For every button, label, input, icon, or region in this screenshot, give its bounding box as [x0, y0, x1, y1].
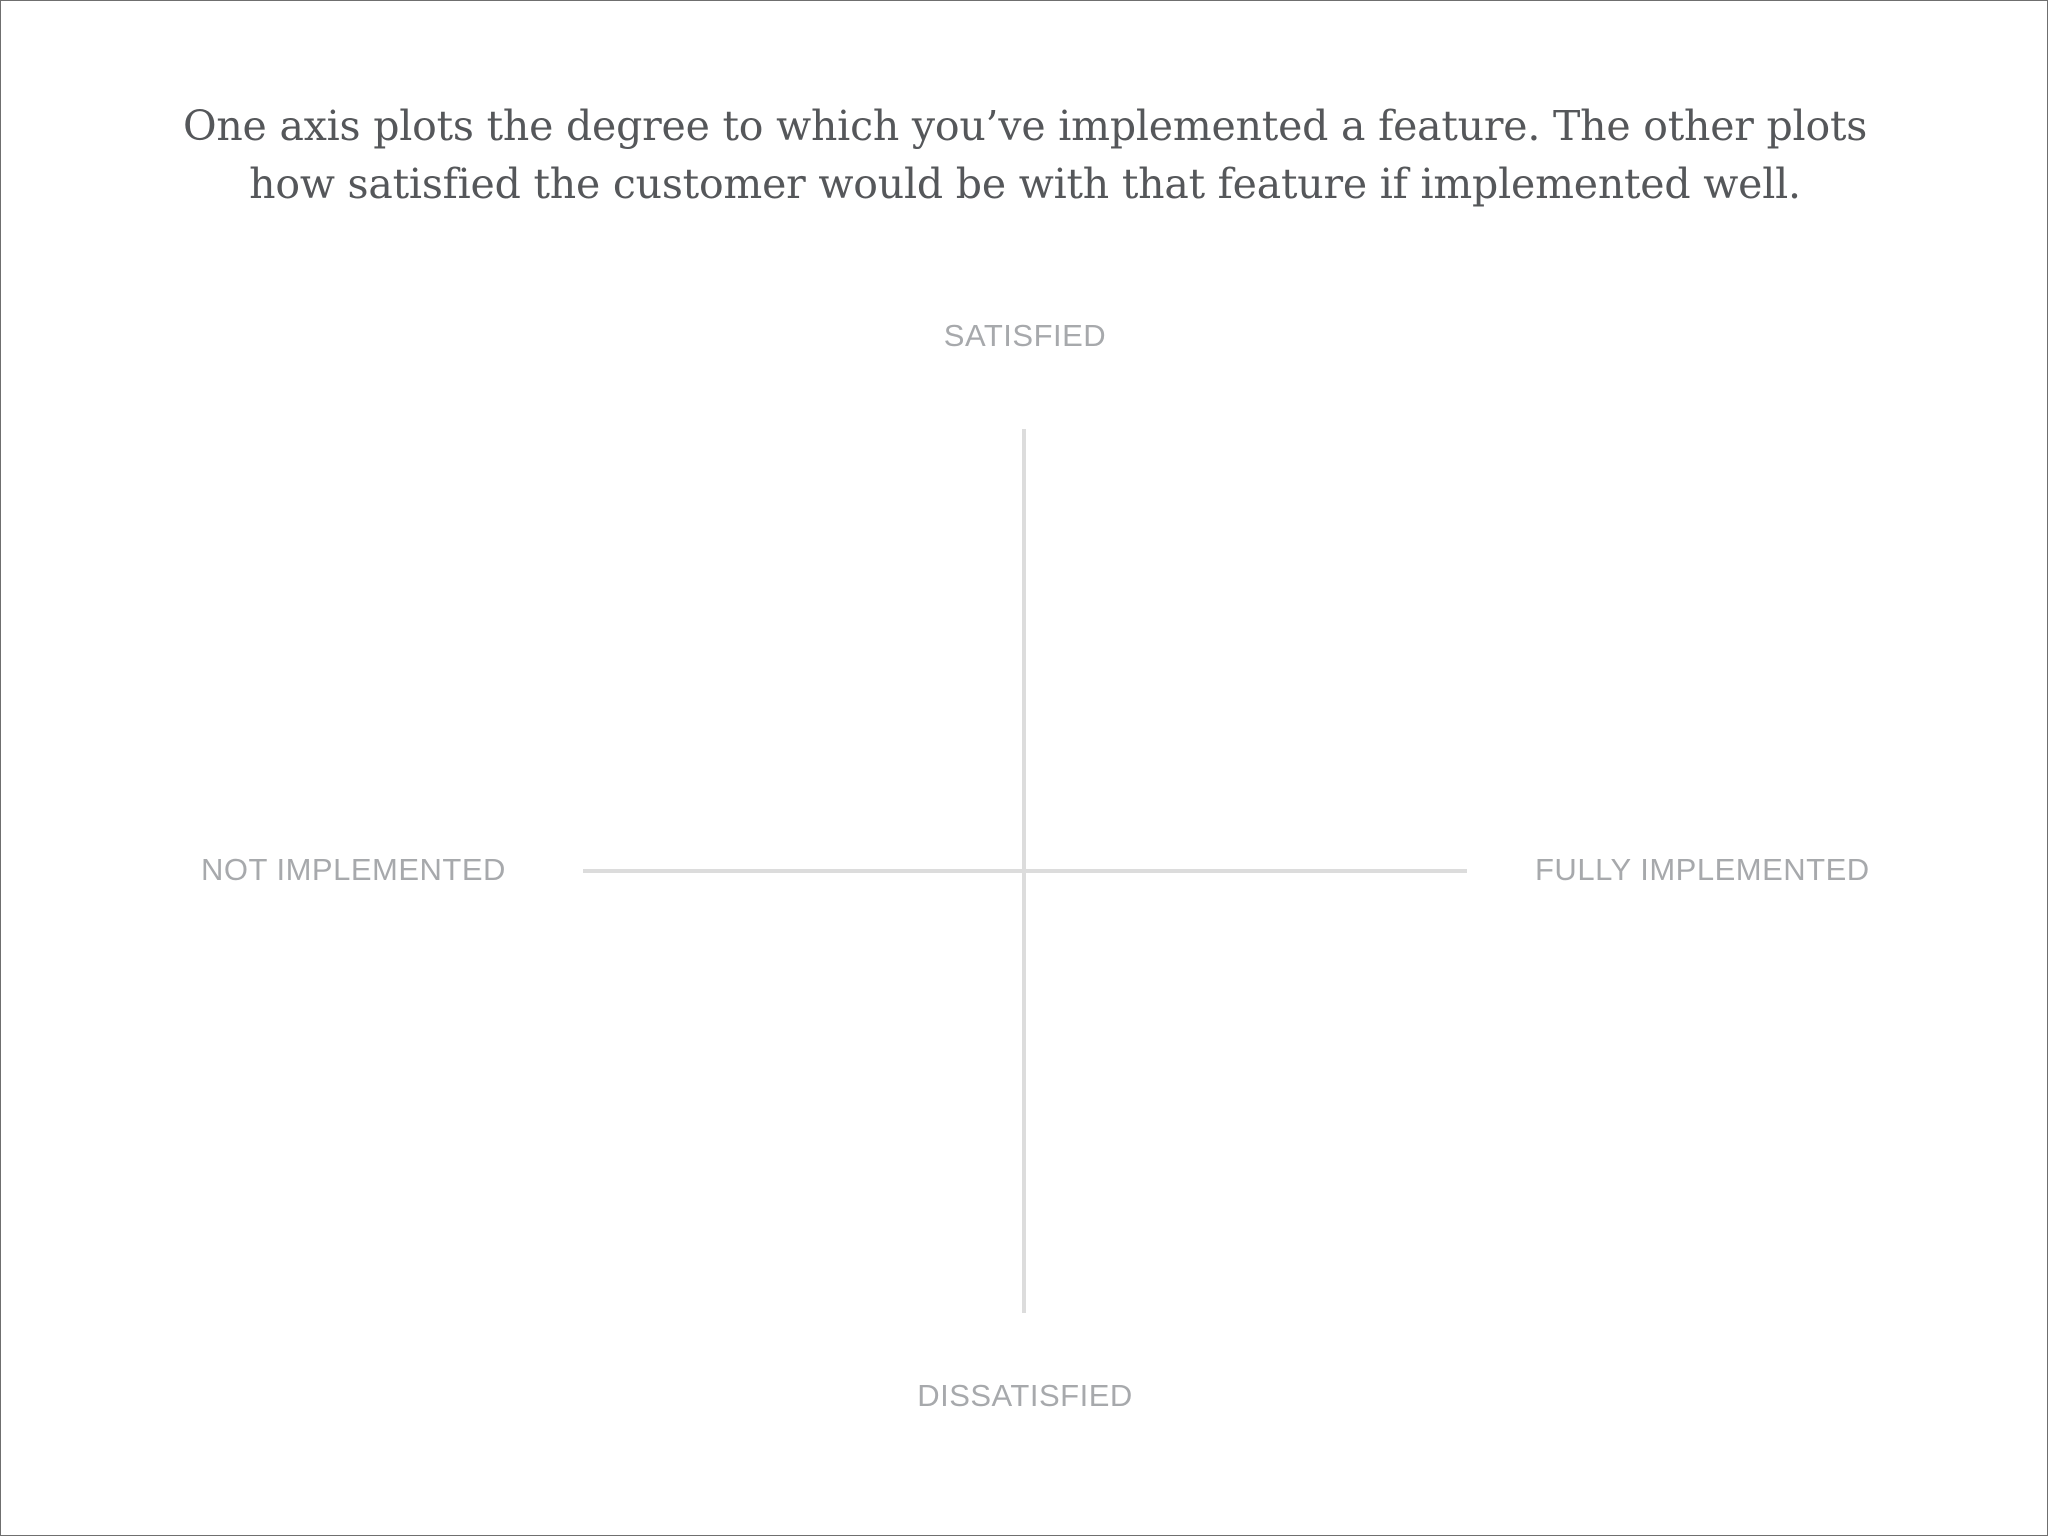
- caption-line-1: One axis plots the degree to which you’v…: [182, 102, 1868, 150]
- diagram-caption: One axis plots the degree to which you’v…: [1, 97, 2048, 213]
- axis-label-satisfied: SATISFIED: [943, 318, 1107, 353]
- axis-label-fully-implemented: FULLY IMPLEMENTED: [1535, 852, 1870, 887]
- axis-label-dissatisfied: DISSATISFIED: [917, 1378, 1133, 1413]
- caption-line-2: how satisfied the customer would be with…: [249, 160, 1801, 208]
- horizontal-axis-line: [583, 869, 1467, 873]
- axis-label-not-implemented: NOT IMPLEMENTED: [201, 852, 506, 887]
